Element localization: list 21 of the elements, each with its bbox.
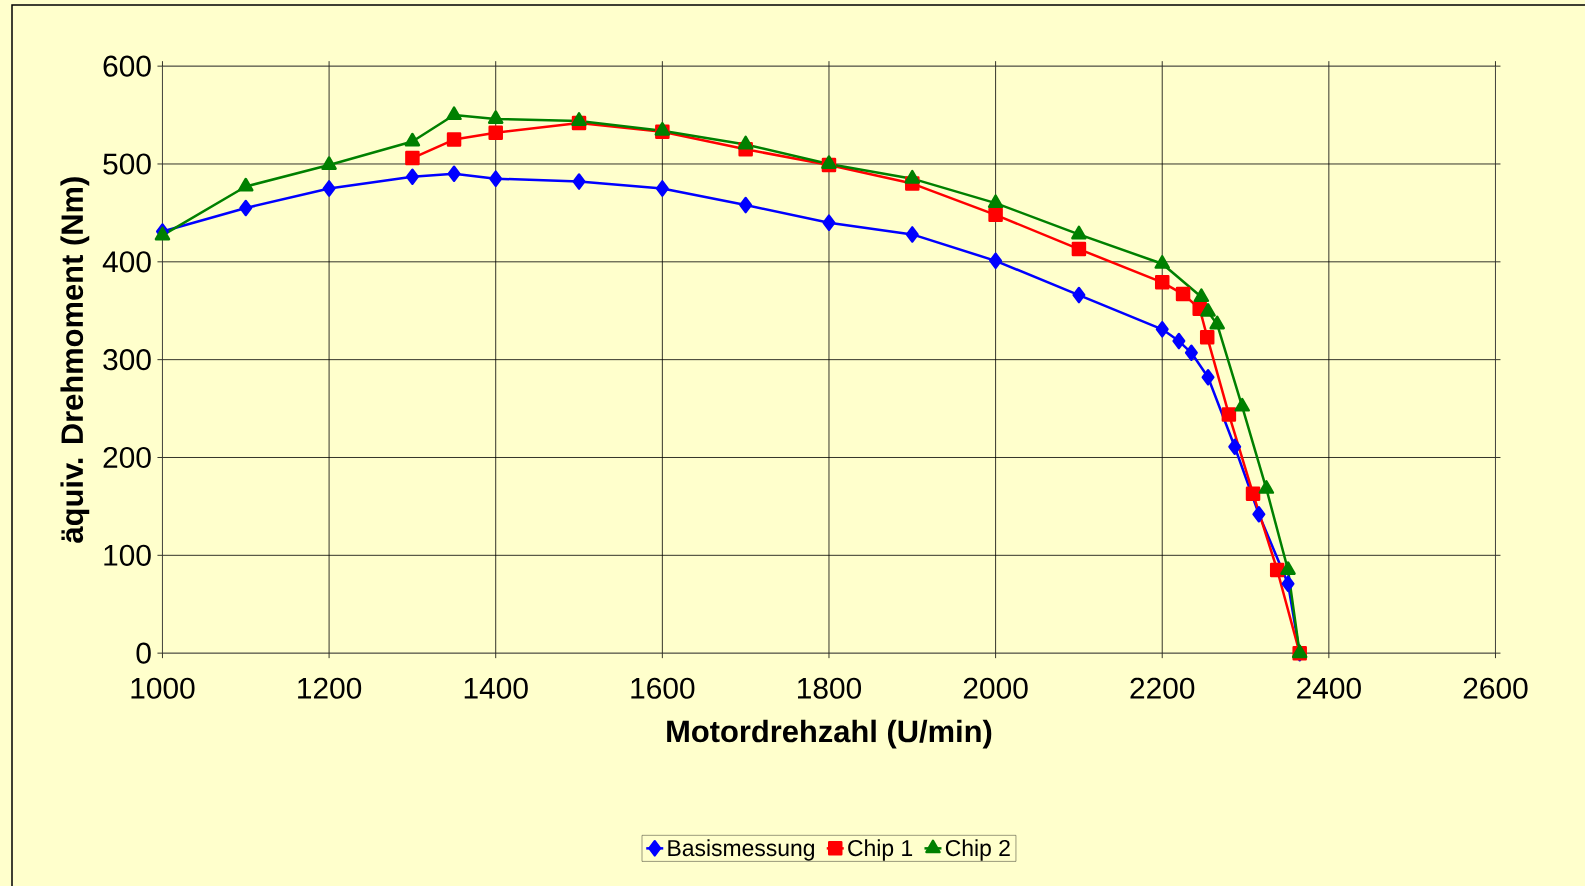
y-tick-label: 500 [103,153,151,175]
legend-label: Chip 2 [945,839,1010,861]
y-axis-title: äquiv. Drehmoment (Nm) [60,177,90,543]
x-tick-label: 2200 [1130,677,1195,699]
x-tick-label: 1600 [631,677,695,699]
x-tick-label: 1200 [298,677,362,699]
y-tick-label: 600 [103,55,151,77]
y-tick-label: 300 [103,349,151,371]
y-tick-label: 400 [102,251,151,273]
x-tick-label: 1800 [798,677,862,699]
x-tick-label: 2600 [1463,677,1528,699]
y-tick-label: 0 [136,642,151,664]
x-tick-label: 1400 [464,677,528,699]
legend-label: Basismessung [668,839,814,861]
x-tick-label: 2000 [963,677,1028,699]
legend-label: Chip 1 [848,839,913,861]
y-tick-label: 100 [104,544,151,566]
x-axis-title: Motordrehzahl (U/min) [667,719,992,749]
y-tick-label: 200 [103,446,151,469]
x-tick-label: 1000 [131,677,195,699]
x-tick-label: 2400 [1297,677,1361,699]
